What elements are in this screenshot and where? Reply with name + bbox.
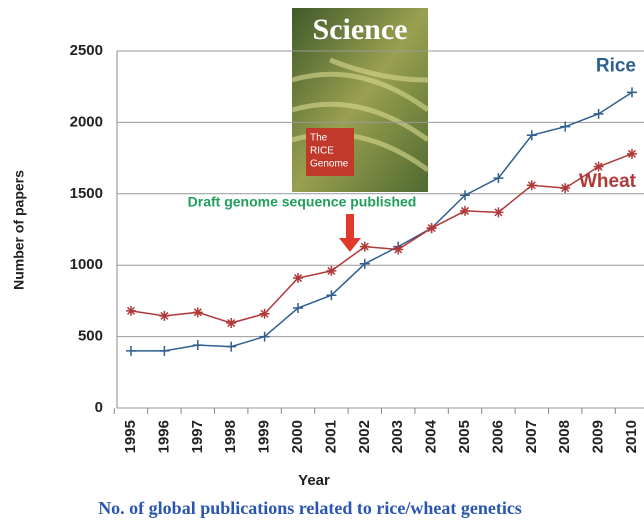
y-tick-label: 500: [78, 328, 103, 345]
x-tick-label: 2010: [623, 420, 640, 453]
x-axis-title: Year: [298, 472, 330, 489]
x-tick-label: 2005: [456, 420, 473, 453]
chart: Science The RICE Genome Draft genome seq…: [0, 0, 644, 526]
y-tick-label: 2000: [70, 113, 103, 130]
marker: [594, 109, 604, 119]
marker: [126, 306, 136, 316]
marker: [126, 346, 136, 356]
y-tick-label: 2500: [70, 42, 103, 59]
x-tick-label: 2007: [523, 420, 540, 453]
y-tick-label: 1000: [70, 256, 103, 273]
marker: [627, 87, 637, 97]
cover-text: Genome: [310, 159, 349, 170]
x-tick-label: 1999: [256, 420, 273, 453]
marker: [560, 122, 570, 132]
marker: [627, 149, 637, 159]
marker: [393, 244, 403, 254]
x-tick-label: 2009: [590, 420, 607, 453]
y-axis-title: Number of papers: [11, 170, 27, 290]
x-tick-label: 2003: [389, 420, 406, 453]
marker: [193, 307, 203, 317]
marker: [226, 342, 236, 352]
x-tick-label: 2002: [356, 420, 373, 453]
cover-image: Science The RICE Genome: [292, 8, 428, 192]
x-tick-label: 2001: [322, 420, 339, 453]
x-tick-label: 1997: [189, 420, 206, 453]
annotation-arrow: [339, 214, 361, 252]
marker: [460, 206, 470, 216]
x-tick-label: 2006: [489, 420, 506, 453]
marker: [226, 318, 236, 328]
x-tick-label: 2004: [423, 419, 440, 453]
annotation: Draft genome sequence published: [188, 194, 417, 210]
cover-text: The: [310, 133, 328, 144]
y-tick-label: 1500: [70, 185, 103, 202]
marker: [159, 311, 169, 321]
marker: [527, 180, 537, 190]
x-tick-label: 1995: [122, 420, 139, 453]
marker: [159, 346, 169, 356]
x-tick-label: 2008: [556, 420, 573, 453]
marker: [193, 340, 203, 350]
y-tick-label: 0: [95, 399, 103, 416]
marker: [560, 183, 570, 193]
caption: No. of global publications related to ri…: [98, 498, 522, 518]
legend-label: Wheat: [579, 171, 637, 192]
x-tick-label: 2000: [289, 420, 306, 453]
cover-text: RICE: [310, 146, 334, 157]
x-tick-label: 1996: [155, 420, 172, 453]
marker: [493, 207, 503, 217]
marker: [360, 242, 370, 252]
marker: [293, 273, 303, 283]
marker: [260, 309, 270, 319]
legend-label: Rice: [596, 55, 636, 76]
cover-title: Science: [313, 13, 408, 46]
x-tick-label: 1998: [222, 420, 239, 453]
marker: [427, 223, 437, 233]
marker: [326, 266, 336, 276]
